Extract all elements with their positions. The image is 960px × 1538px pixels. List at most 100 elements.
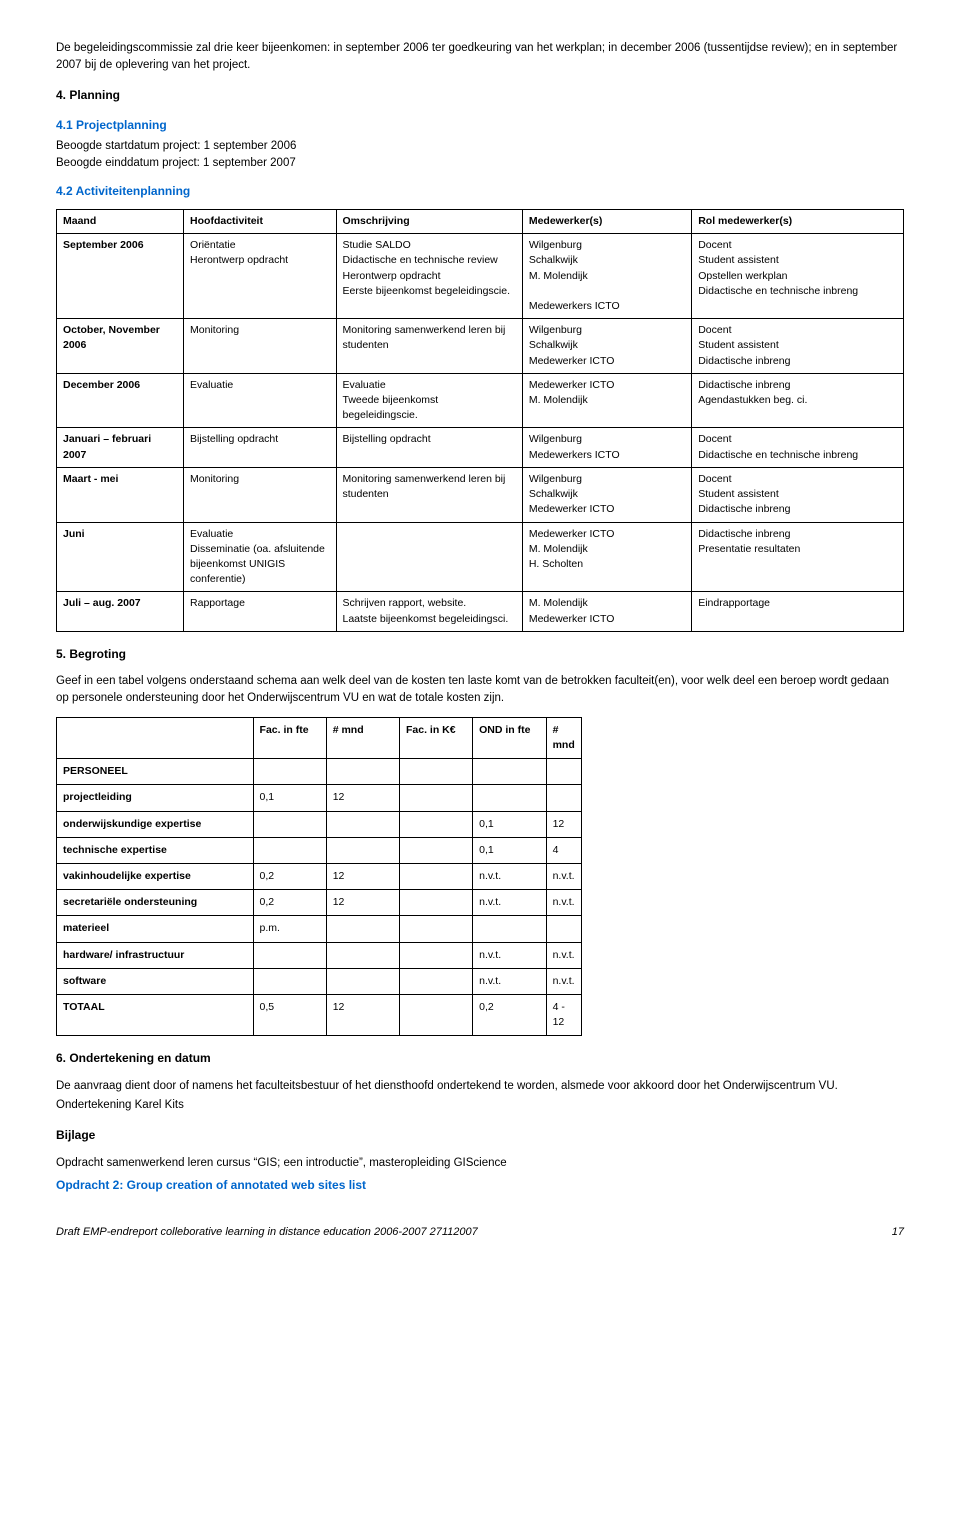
- cell: Bijstelling opdracht: [184, 428, 336, 467]
- cell: [336, 522, 522, 592]
- subsection-41-title: 4.1 Projectplanning: [56, 117, 904, 134]
- cell: 0,2: [253, 890, 326, 916]
- page-footer: Draft EMP-endreport colleborative learni…: [56, 1225, 904, 1241]
- cell: [399, 837, 472, 863]
- cell: DocentStudent assistentDidactische inbre…: [692, 319, 904, 374]
- table-row: hardware/ infrastructuur n.v.t. n.v.t.: [57, 942, 582, 968]
- col-mnd1: # mnd: [326, 717, 399, 758]
- cell: [399, 759, 472, 785]
- col-hoofdactiviteit: Hoofdactiviteit: [184, 209, 336, 233]
- cell: Monitoring: [184, 319, 336, 374]
- cell: DocentStudent assistentOpstellen werkpla…: [692, 234, 904, 319]
- cell: DocentStudent assistentDidactische inbre…: [692, 467, 904, 522]
- cell: 4: [546, 837, 581, 863]
- section-4-title: 4. Planning: [56, 87, 904, 104]
- bijlage-line: Opdracht samenwerkend leren cursus “GIS;…: [56, 1155, 904, 1172]
- section-6-paragraph1: De aanvraag dient door of namens het fac…: [56, 1078, 904, 1095]
- activity-table: Maand Hoofdactiviteit Omschrijving Medew…: [56, 209, 904, 632]
- table-row: Juni EvaluatieDisseminatie (oa. afsluite…: [57, 522, 904, 592]
- table-row: TOTAAL 0,5 12 0,2 4 - 12: [57, 995, 582, 1036]
- cell: EvaluatieTweede bijeenkomst begeleidings…: [336, 373, 522, 428]
- table-row: Januari – februari 2007 Bijstelling opdr…: [57, 428, 904, 467]
- cell: [399, 890, 472, 916]
- col-empty: [57, 717, 254, 758]
- cell: [253, 837, 326, 863]
- cell: [253, 811, 326, 837]
- cell: Januari – februari 2007: [57, 428, 184, 467]
- table-row: secretariële ondersteuning 0,2 12 n.v.t.…: [57, 890, 582, 916]
- cell: [253, 968, 326, 994]
- cell: WilgenburgSchalkwijkMedewerker ICTO: [522, 467, 691, 522]
- cell: 12: [546, 811, 581, 837]
- cell: [253, 942, 326, 968]
- cell: [399, 968, 472, 994]
- cell: [473, 759, 546, 785]
- cell: 0,1: [253, 785, 326, 811]
- cell: September 2006: [57, 234, 184, 319]
- cell: [546, 759, 581, 785]
- assignment-title: Opdracht 2: Group creation of annotated …: [56, 1177, 904, 1194]
- cell: December 2006: [57, 373, 184, 428]
- cell: TOTAAL: [57, 995, 254, 1036]
- cell: WilgenburgSchalkwijkMedewerker ICTO: [522, 319, 691, 374]
- col-medewerkers: Medewerker(s): [522, 209, 691, 233]
- table-row: PERSONEEL: [57, 759, 582, 785]
- col-fac-fte: Fac. in fte: [253, 717, 326, 758]
- col-rol: Rol medewerker(s): [692, 209, 904, 233]
- cell: WilgenburgSchalkwijkM. MolendijkMedewerk…: [522, 234, 691, 319]
- col-maand: Maand: [57, 209, 184, 233]
- cell: Rapportage: [184, 592, 336, 631]
- cell: [399, 863, 472, 889]
- cell: Juli – aug. 2007: [57, 592, 184, 631]
- cell: Bijstelling opdracht: [336, 428, 522, 467]
- table-row: software n.v.t. n.v.t.: [57, 968, 582, 994]
- cell: n.v.t.: [473, 968, 546, 994]
- cell: n.v.t.: [473, 863, 546, 889]
- table-header-row: Maand Hoofdactiviteit Omschrijving Medew…: [57, 209, 904, 233]
- cell: [399, 995, 472, 1036]
- cell: software: [57, 968, 254, 994]
- cell: EvaluatieDisseminatie (oa. afsluitende b…: [184, 522, 336, 592]
- cell: projectleiding: [57, 785, 254, 811]
- cell: 0,1: [473, 837, 546, 863]
- cell: Monitoring samenwerkend leren bij studen…: [336, 319, 522, 374]
- cell: 4 - 12: [546, 995, 581, 1036]
- cell: vakinhoudelijke expertise: [57, 863, 254, 889]
- cell: 12: [326, 890, 399, 916]
- cell: [399, 942, 472, 968]
- cell: [399, 811, 472, 837]
- cell: [253, 759, 326, 785]
- cell: [546, 916, 581, 942]
- bijlage-title: Bijlage: [56, 1127, 904, 1144]
- cell: 0,2: [253, 863, 326, 889]
- table-row: Juli – aug. 2007 Rapportage Schrijven ra…: [57, 592, 904, 631]
- table-row: technische expertise 0,1 4: [57, 837, 582, 863]
- cell: Monitoring samenwerkend leren bij studen…: [336, 467, 522, 522]
- page-container: De begeleidingscommissie zal drie keer b…: [0, 0, 960, 1271]
- cell: n.v.t.: [546, 890, 581, 916]
- cell: hardware/ infrastructuur: [57, 942, 254, 968]
- cell: DocentDidactische en technische inbreng: [692, 428, 904, 467]
- cell: 0,1: [473, 811, 546, 837]
- col-fac-keur: Fac. in K€: [399, 717, 472, 758]
- table-row: October, November 2006 Monitoring Monito…: [57, 319, 904, 374]
- cell: Studie SALDODidactische en technische re…: [336, 234, 522, 319]
- sub41-line1: Beoogde startdatum project: 1 september …: [56, 138, 904, 155]
- cell: PERSONEEL: [57, 759, 254, 785]
- cell: [399, 785, 472, 811]
- cell: Maart - mei: [57, 467, 184, 522]
- cell: Monitoring: [184, 467, 336, 522]
- section-6-paragraph2: Ondertekening Karel Kits: [56, 1097, 904, 1114]
- cell: [473, 785, 546, 811]
- table-row: December 2006 Evaluatie EvaluatieTweede …: [57, 373, 904, 428]
- section-6-title: 6. Ondertekening en datum: [56, 1050, 904, 1067]
- cell: [473, 916, 546, 942]
- cell: 0,5: [253, 995, 326, 1036]
- cell: [326, 916, 399, 942]
- cell: n.v.t.: [473, 890, 546, 916]
- section-5-title: 5. Begroting: [56, 646, 904, 663]
- cell: [546, 785, 581, 811]
- section-5-paragraph: Geef in een tabel volgens onderstaand sc…: [56, 673, 904, 706]
- cell: M. MolendijkMedewerker ICTO: [522, 592, 691, 631]
- budget-table: Fac. in fte # mnd Fac. in K€ OND in fte …: [56, 717, 582, 1037]
